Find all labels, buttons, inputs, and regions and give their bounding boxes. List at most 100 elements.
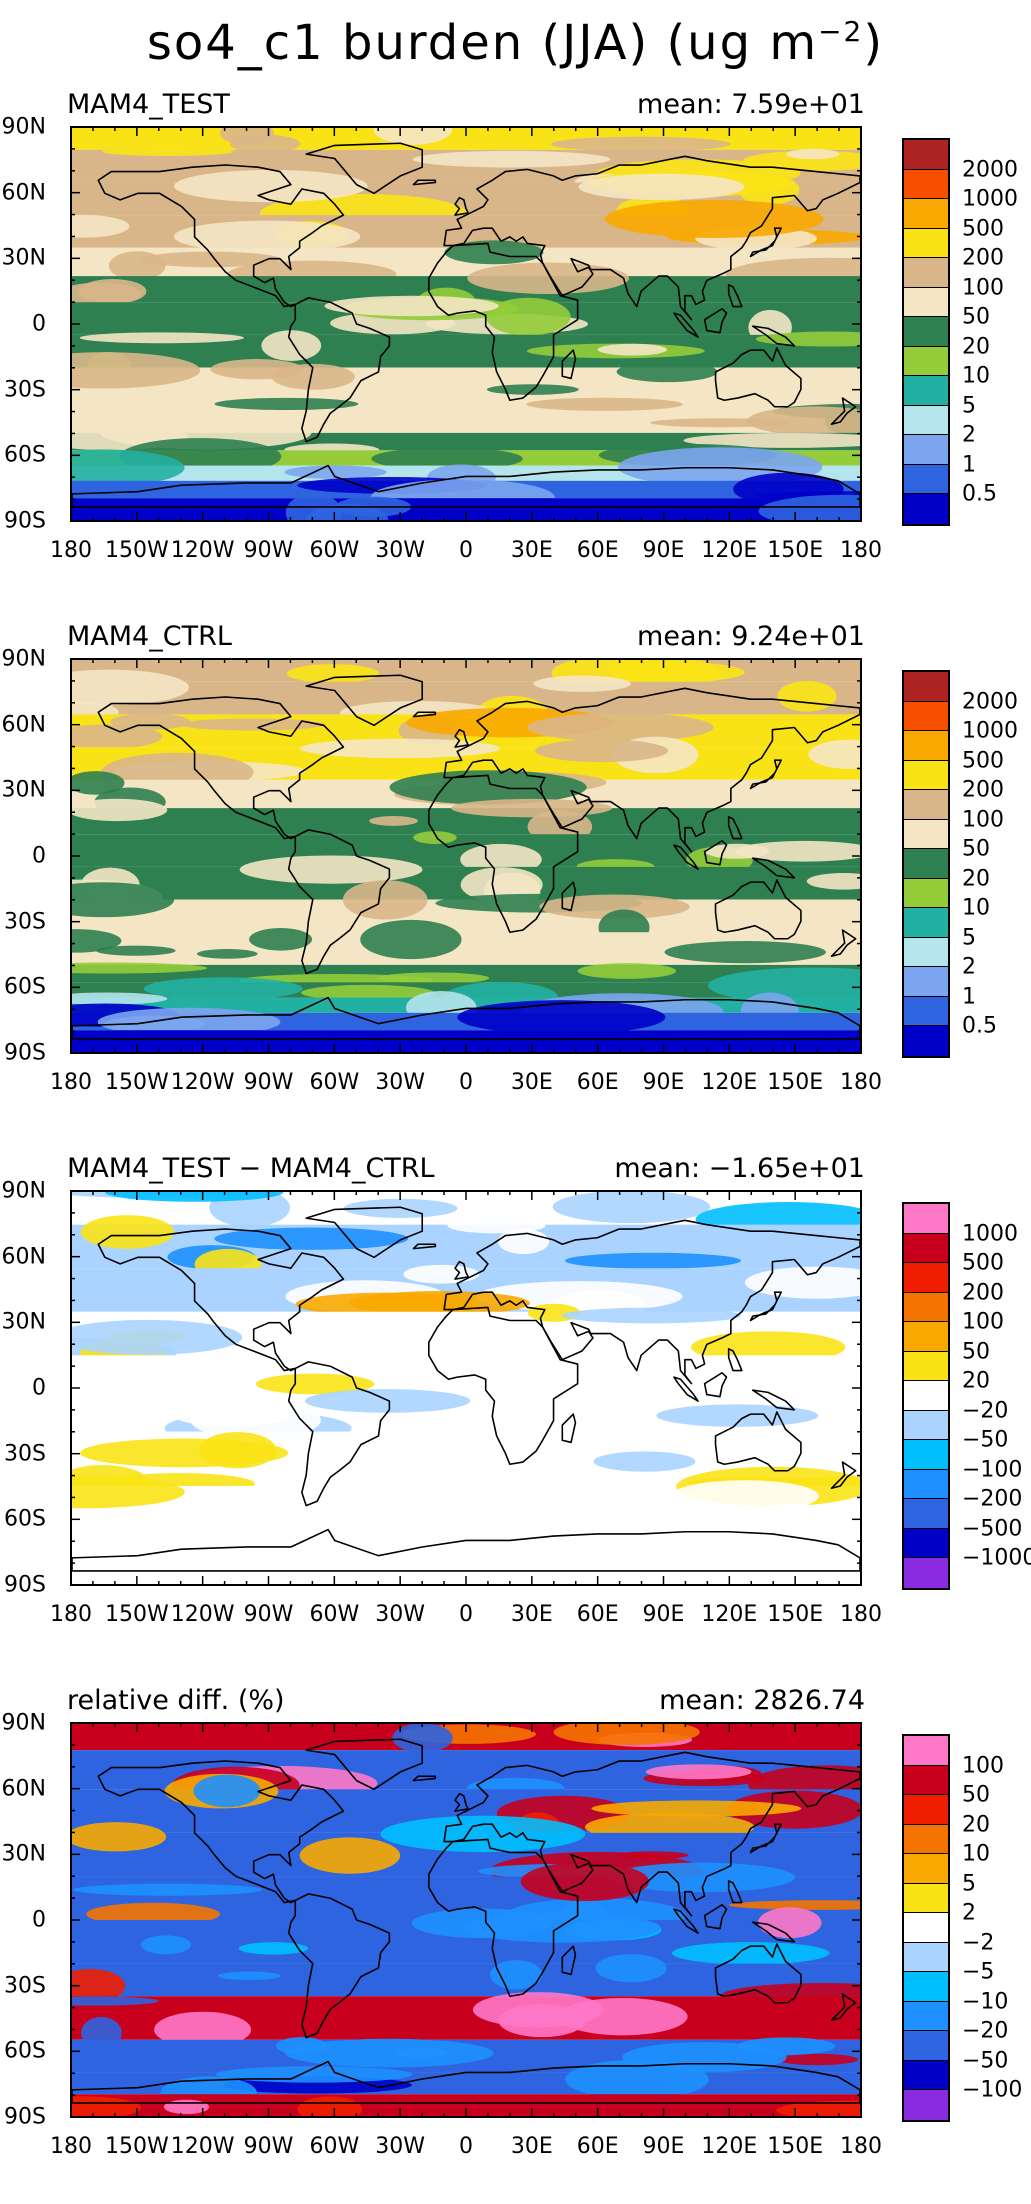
field-patch (217, 1971, 281, 1981)
coastline (751, 325, 796, 347)
field-patch (255, 1373, 375, 1395)
field-band (72, 128, 860, 150)
coastline (454, 1260, 469, 1280)
colorbar-swatch (904, 199, 948, 229)
coastline (287, 297, 391, 443)
field-patch (261, 330, 322, 361)
coastline (412, 711, 437, 718)
coastline (412, 1775, 437, 1782)
lon-tick-label: 60E (576, 2134, 619, 2159)
field-patch (451, 798, 613, 818)
field-patch (704, 843, 770, 859)
field-patch (380, 1815, 586, 1853)
field-patch (72, 1822, 167, 1852)
field-patch (105, 1192, 284, 1202)
field-patch (238, 1942, 309, 1955)
coastline (305, 1738, 424, 1791)
field-patch (578, 173, 745, 201)
colorbar-swatch (904, 672, 948, 702)
field-patch (557, 1997, 688, 2036)
field-patch (172, 1400, 292, 1428)
field-patch (154, 2011, 252, 2048)
colorbar-label: 1000 (962, 718, 1018, 744)
lat-tick-label: 90S (4, 508, 46, 534)
lon-tick-label: 120W (170, 2134, 235, 2159)
colorbar-label: 1000 (962, 1221, 1018, 1246)
lon-tick-label: 120W (170, 538, 235, 563)
field-patch (667, 1383, 738, 1407)
lat-tick-label: 30S (4, 1973, 46, 1999)
colorbar-label: −2 (962, 1930, 995, 1955)
field-patch (467, 262, 629, 295)
coastline (703, 307, 728, 334)
colorbar-label: −10 (962, 1989, 1009, 2014)
coastline (561, 1945, 577, 1976)
lon-tick-label: 0 (459, 1602, 473, 1627)
colorbar-label: 2 (962, 1900, 976, 1926)
map-frame (70, 1190, 862, 1586)
lon-tick-label: 30W (375, 1602, 426, 1627)
lat-tick-label: 90N (1, 1710, 46, 1736)
colorbar-swatch (904, 1528, 948, 1558)
colorbar-swatch (904, 346, 948, 376)
coastline (287, 829, 391, 975)
colorbar-label: 1000 (962, 186, 1018, 212)
colorbar-label: 100 (962, 275, 1004, 300)
field-patch (342, 880, 428, 920)
lon-tick-label: 180 (50, 1070, 92, 1095)
field-patch (777, 680, 837, 712)
field-patch (768, 1541, 835, 1566)
field-patch (670, 1480, 819, 1513)
field-patch (593, 1451, 696, 1472)
field-patch (690, 1331, 846, 1363)
field-patch (210, 359, 304, 380)
figure-title-exponent: −2 (818, 15, 864, 48)
lat-tick-label: 60S (4, 1506, 46, 1532)
field-patch (214, 1227, 409, 1250)
colorbar (902, 138, 950, 526)
lat-tick-label: 60N (1, 712, 46, 738)
lon-tick-label: 90W (243, 538, 294, 563)
colorbar-swatch (904, 1558, 948, 1588)
field-patch (645, 1764, 752, 1780)
field-patch (324, 295, 499, 317)
colorbar-swatch (904, 1351, 948, 1381)
field-patch (389, 770, 587, 805)
lat-tick-label: 90S (4, 1572, 46, 1598)
coastline (714, 879, 802, 940)
lon-tick-label: 120E (701, 2134, 758, 2159)
coastline (443, 1751, 860, 1917)
colorbar-swatch (904, 2001, 948, 2031)
colorbar-label: −50 (962, 1427, 1009, 1453)
coastline (714, 1411, 802, 1472)
lon-tick-label: 90W (243, 1602, 294, 1627)
coastline (97, 164, 345, 308)
field-patch (80, 1215, 175, 1249)
lon-tick-label: 0 (459, 1070, 473, 1095)
coastline (443, 155, 860, 321)
colorbar-swatch (904, 464, 948, 494)
contour-map (72, 128, 860, 520)
contour-map (72, 1724, 860, 2116)
colorbar-label: 100 (962, 1753, 1004, 1778)
colorbar-swatch (904, 1410, 948, 1440)
field-patch (776, 2100, 860, 2116)
colorbar-swatch (904, 1440, 948, 1470)
field-patch (72, 724, 163, 749)
lon-tick-label: 150E (767, 1070, 824, 1095)
coastline (427, 242, 579, 402)
colorbar-label: −500 (962, 1516, 1023, 1541)
field-patch (392, 1724, 453, 1753)
colorbar-label: 100 (962, 807, 1004, 832)
lat-tick-label: 30S (4, 909, 46, 935)
lon-tick-label: 60W (309, 2134, 360, 2159)
field-patch (80, 1438, 289, 1468)
contour-map (72, 1192, 860, 1584)
field-patch (301, 984, 435, 1001)
panel-title: relative diff. (%) (67, 1685, 285, 1716)
field-patch (533, 675, 631, 692)
lat-tick-label: 30N (1, 1309, 46, 1335)
field-patch (683, 1033, 823, 1050)
field-patch (497, 1229, 550, 1255)
lon-tick-label: 30E (510, 1602, 553, 1627)
